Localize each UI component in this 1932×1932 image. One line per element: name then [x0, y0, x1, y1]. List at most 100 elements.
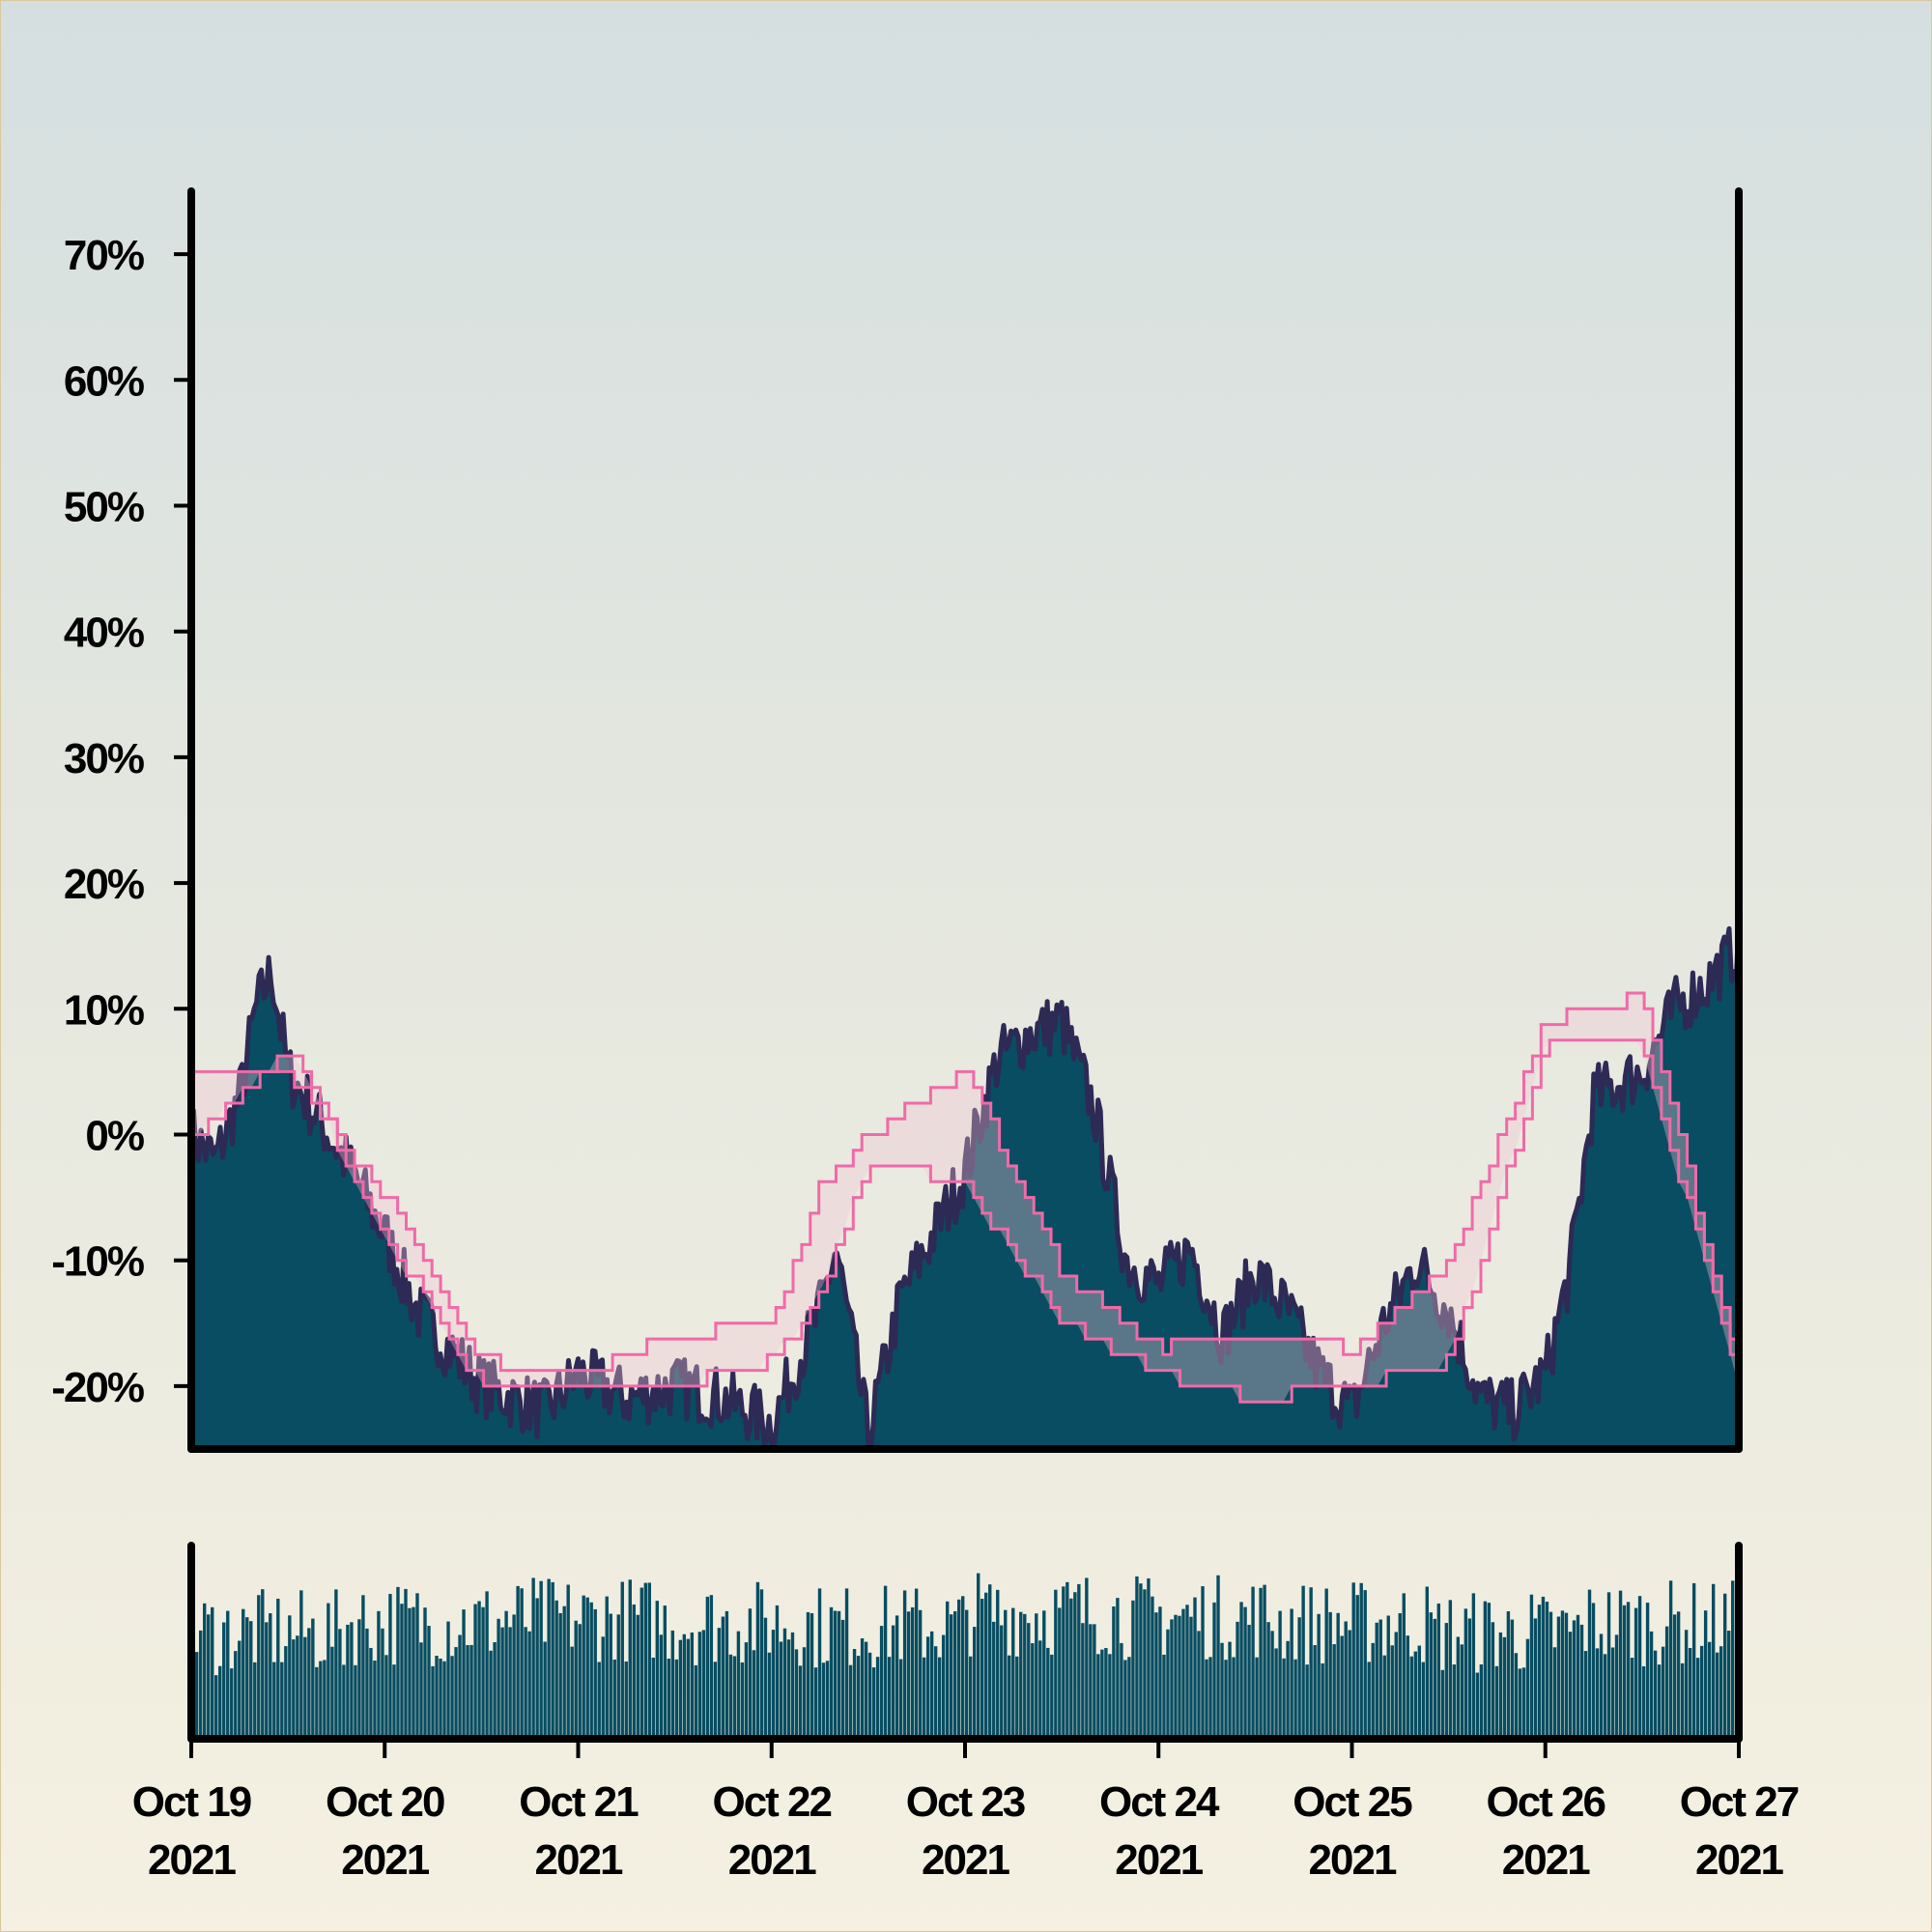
x-tick-label-month: Oct 26	[1486, 1778, 1605, 1826]
x-tick-label-month: Oct 24	[1099, 1778, 1220, 1826]
volume-bar	[1042, 1610, 1046, 1739]
volume-bar	[1127, 1657, 1131, 1739]
volume-bar	[1216, 1575, 1220, 1739]
volume-bar	[1637, 1596, 1642, 1739]
volume-bar	[1069, 1598, 1073, 1739]
volume-bar	[1112, 1606, 1116, 1739]
volume-bar	[949, 1614, 953, 1739]
volume-bar	[1336, 1612, 1340, 1739]
volume-bar	[1626, 1602, 1631, 1739]
volume-bar	[1259, 1587, 1263, 1739]
volume-bar	[357, 1619, 361, 1739]
volume-bar	[1684, 1630, 1689, 1739]
volume-bar	[446, 1621, 450, 1739]
volume-bar	[1278, 1610, 1282, 1739]
volume-bar	[1730, 1580, 1735, 1739]
volume-bar	[918, 1609, 923, 1739]
volume-bar	[1197, 1631, 1201, 1739]
volume-bar	[280, 1662, 284, 1739]
volume-bar	[415, 1593, 419, 1739]
volume-bar	[1375, 1622, 1378, 1739]
volume-bar	[786, 1639, 791, 1739]
volume-bar	[636, 1614, 639, 1739]
volume-bar	[1193, 1597, 1197, 1739]
volume-bar	[1332, 1644, 1336, 1739]
volume-bar	[1572, 1620, 1577, 1739]
y-tick-label: 10%	[64, 986, 144, 1034]
volume-bar	[500, 1627, 504, 1739]
x-tick-label-month: Oct 23	[906, 1778, 1025, 1826]
volume-bar	[717, 1628, 722, 1739]
volume-bar	[1406, 1635, 1409, 1739]
volume-bar	[697, 1632, 702, 1739]
volume-bar	[852, 1649, 857, 1739]
volume-bar	[1027, 1623, 1031, 1739]
volume-bar	[400, 1604, 404, 1739]
volume-bar	[922, 1657, 926, 1739]
volume-bar	[992, 1621, 996, 1739]
volume-bar	[1290, 1608, 1293, 1739]
volume-bar	[516, 1585, 520, 1739]
volume-bar	[833, 1610, 838, 1739]
volume-bar	[272, 1662, 276, 1739]
volume-bar	[988, 1584, 992, 1739]
volume-bar	[1116, 1598, 1120, 1739]
volume-bar	[682, 1634, 687, 1739]
y-tick-label: 60%	[64, 357, 144, 405]
volume-bar	[439, 1658, 442, 1739]
volume-bar	[1657, 1664, 1662, 1739]
volume-bar	[1293, 1659, 1297, 1739]
volume-bar	[1324, 1588, 1328, 1739]
volume-bar	[1166, 1629, 1170, 1739]
volume-bar	[1653, 1650, 1658, 1739]
volume-bar	[1363, 1590, 1367, 1739]
volume-bar	[655, 1601, 659, 1739]
volume-bar	[1263, 1584, 1266, 1739]
volume-bar	[1367, 1662, 1371, 1739]
volume-bar	[898, 1659, 903, 1739]
volume-bar	[1425, 1586, 1429, 1739]
volume-bar	[539, 1580, 543, 1739]
volume-bar	[408, 1607, 412, 1739]
volume-bar	[1394, 1632, 1398, 1739]
volume-bar	[199, 1630, 203, 1739]
volume-bar	[763, 1617, 768, 1739]
y-tick-label: 50%	[64, 484, 144, 531]
volume-bar	[1123, 1660, 1127, 1739]
volume-bar	[1004, 1609, 1008, 1739]
volume-bar	[284, 1646, 288, 1739]
volume-bar	[582, 1595, 585, 1739]
x-tick-label-year: 2021	[1695, 1836, 1783, 1884]
volume-bar	[384, 1655, 388, 1739]
volume-bar	[1189, 1616, 1193, 1739]
volume-bar	[1398, 1613, 1402, 1739]
volume-bar	[327, 1603, 330, 1739]
volume-bar	[1645, 1603, 1650, 1739]
volume-bar	[1065, 1581, 1069, 1739]
volume-bar	[775, 1605, 780, 1739]
volume-bar	[663, 1605, 668, 1739]
volume-bar	[817, 1588, 822, 1739]
volume-bar	[249, 1621, 253, 1739]
volume-bar	[527, 1631, 531, 1739]
volume-bar	[1587, 1589, 1592, 1739]
x-tick-label-year: 2021	[1115, 1836, 1203, 1884]
y-tick-label: 20%	[64, 861, 144, 908]
volume-bar	[1015, 1656, 1019, 1739]
volume-bar	[705, 1596, 710, 1739]
volume-bar	[1011, 1607, 1015, 1739]
volume-bar	[965, 1609, 969, 1739]
volume-bar	[798, 1665, 803, 1739]
volume-bar	[1576, 1614, 1580, 1739]
volume-bar	[670, 1630, 675, 1739]
volume-bar	[1491, 1622, 1495, 1739]
volume-bar	[984, 1592, 988, 1739]
volume-bar	[1201, 1586, 1205, 1739]
volume-bar	[1282, 1658, 1286, 1739]
volume-bar	[1421, 1662, 1425, 1739]
volume-bar	[535, 1598, 539, 1739]
volume-bar	[493, 1642, 497, 1739]
volume-bar	[419, 1642, 423, 1739]
volume-bar	[914, 1588, 919, 1739]
volume-bar	[257, 1595, 261, 1739]
